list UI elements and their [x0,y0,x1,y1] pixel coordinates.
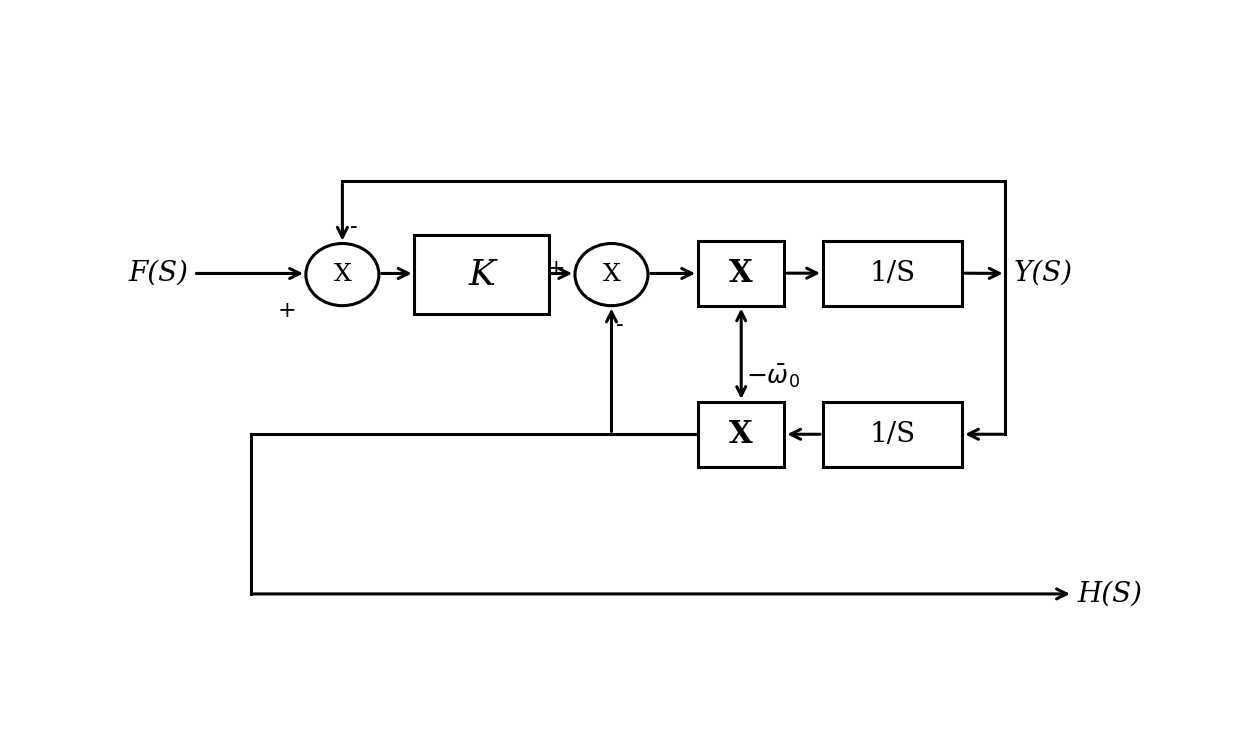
FancyBboxPatch shape [698,401,785,467]
Text: K: K [469,258,495,291]
Text: -: - [616,314,624,336]
FancyBboxPatch shape [414,235,549,314]
Text: -: - [350,216,357,238]
Text: X: X [334,263,351,286]
FancyBboxPatch shape [823,241,962,305]
Text: F(S): F(S) [129,260,188,287]
Text: X: X [603,263,620,286]
FancyBboxPatch shape [823,401,962,467]
FancyBboxPatch shape [698,241,785,305]
Text: H(S): H(S) [1078,581,1142,608]
Ellipse shape [306,244,379,305]
Text: $-\bar{\omega}_0$: $-\bar{\omega}_0$ [746,363,800,390]
Text: X: X [729,419,753,450]
Text: +: + [547,258,565,280]
Text: 1/S: 1/S [869,421,915,448]
Ellipse shape [575,244,649,305]
Text: X: X [729,258,753,288]
Text: Y(S): Y(S) [1013,260,1073,287]
Text: 1/S: 1/S [869,260,915,287]
Text: +: + [278,300,296,322]
